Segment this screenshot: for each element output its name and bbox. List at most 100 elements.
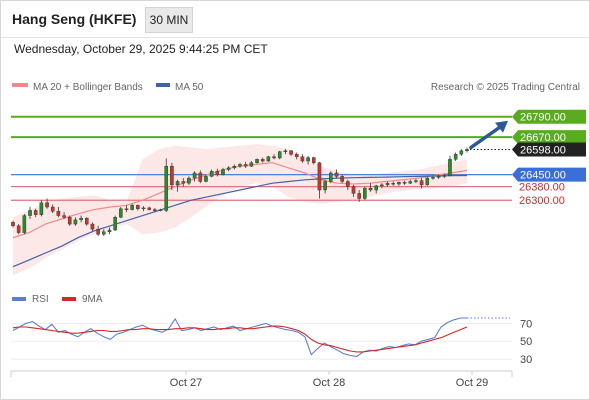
candle <box>283 149 288 155</box>
candle-body <box>436 176 441 178</box>
candle-body <box>317 162 322 191</box>
ma50-legend-label: MA 50 <box>175 82 204 93</box>
candle <box>187 176 191 185</box>
candle <box>16 224 21 235</box>
candle-body <box>164 165 169 211</box>
candle <box>311 156 316 165</box>
candle-body <box>67 217 72 225</box>
candle-body <box>289 150 293 155</box>
chart-header: Hang Seng (HKFE) 30 MIN <box>1 1 589 38</box>
ma50-legend-swatch <box>156 83 170 87</box>
candle <box>11 220 15 228</box>
candle <box>243 161 248 168</box>
candle-body <box>255 159 259 163</box>
candle <box>255 158 259 164</box>
candle-body <box>260 159 265 162</box>
candle <box>62 212 66 219</box>
candle-body <box>238 164 242 167</box>
candle <box>50 204 55 213</box>
candle <box>277 150 282 160</box>
rsi-tick-label: 30 <box>520 354 532 366</box>
candle <box>22 213 27 235</box>
candle-body <box>175 181 180 186</box>
candle-body <box>147 207 152 210</box>
ma50-line <box>12 174 468 268</box>
candle-body <box>124 208 129 210</box>
candle <box>153 207 157 213</box>
candle-body <box>28 210 32 216</box>
candle <box>289 149 293 156</box>
candle-body <box>340 176 344 182</box>
candle <box>266 155 271 162</box>
candle <box>414 178 418 184</box>
candle <box>368 183 373 192</box>
level-tag-box <box>512 142 586 157</box>
candle <box>397 181 401 186</box>
x-tick-label: Oct 29 <box>456 377 488 389</box>
candle <box>79 215 83 223</box>
candle <box>385 181 390 187</box>
candle <box>317 161 322 199</box>
candle <box>232 164 237 170</box>
candle-body <box>243 164 248 167</box>
candle <box>448 155 452 177</box>
candle-body <box>187 177 191 184</box>
candle-body <box>368 188 373 191</box>
candle-body <box>79 217 83 221</box>
candle-body <box>408 181 413 184</box>
candle <box>453 152 458 162</box>
candle <box>164 158 169 213</box>
x-tick-label: Oct 28 <box>313 377 345 389</box>
level-label-resistance: 26790.00 <box>520 112 566 124</box>
candle-body <box>397 182 401 185</box>
candle-body <box>73 219 78 225</box>
level-tag-support: 26380.00 <box>519 182 565 194</box>
chart-datetime: Wednesday, October 29, 2025 9:44:25 PM C… <box>14 42 268 56</box>
timeframe-badge[interactable]: 30 MIN <box>145 7 193 33</box>
candle <box>408 179 413 185</box>
candle <box>45 198 49 209</box>
rsi-panel: 70 50 30 <box>11 317 532 366</box>
rsi-ma9-line <box>12 325 468 353</box>
candle <box>175 179 180 192</box>
candle <box>73 217 78 226</box>
candle-body <box>294 154 299 157</box>
level-label-last: 26598.00 <box>520 144 566 156</box>
candle-body <box>45 202 49 208</box>
candle <box>323 179 327 194</box>
candle <box>226 166 231 172</box>
candle-body <box>249 162 254 167</box>
candle-body <box>363 188 367 199</box>
candle-body <box>459 150 464 155</box>
bollinger-band-fill <box>13 144 467 276</box>
candle <box>198 170 203 184</box>
candle-body <box>385 182 390 186</box>
candle-body <box>465 149 469 152</box>
x-axis: Oct 27 Oct 28 Oct 29 <box>170 371 488 389</box>
candle-body <box>414 180 418 182</box>
candle-body <box>232 165 237 169</box>
candle-body <box>277 151 282 159</box>
forecast-arrow-head <box>495 120 508 133</box>
forecast-arrow-shaft <box>469 123 504 150</box>
ma20-legend-swatch <box>12 83 28 87</box>
level-tag-resistance: 26670.00 <box>512 130 586 145</box>
candle-body <box>300 156 305 162</box>
candle-body <box>448 159 452 176</box>
candle <box>436 174 441 179</box>
candle <box>419 178 424 189</box>
rsi-legend-swatch <box>12 297 26 301</box>
rsi-ma9-legend-swatch <box>62 297 76 301</box>
candle <box>294 152 299 160</box>
level-tag-box <box>512 167 586 182</box>
candle <box>221 167 225 176</box>
candle <box>158 208 163 212</box>
level-tag-resistance: 26790.00 <box>512 109 586 124</box>
candle <box>181 178 186 187</box>
candle-body <box>346 181 350 187</box>
candle <box>346 179 350 190</box>
candle <box>249 161 254 167</box>
candle-body <box>215 171 220 175</box>
